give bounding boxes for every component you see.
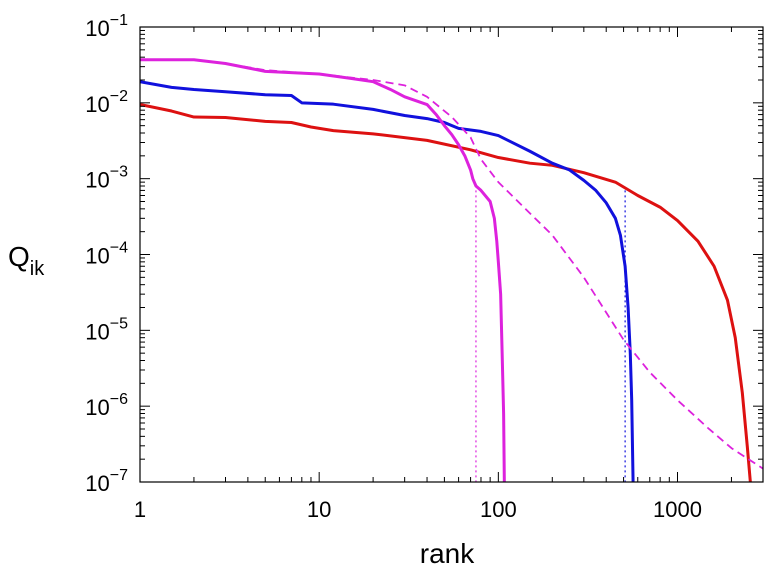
y-axis-label-main: Q (8, 241, 30, 272)
y-tick-label: 10−6 (85, 391, 128, 420)
y-tick-label: 10−1 (85, 12, 128, 41)
y-tick-label-base: 10 (85, 319, 109, 344)
y-tick-label-base: 10 (85, 168, 109, 193)
y-axis-label-subscript: ik (30, 258, 45, 280)
y-tick-label: 10−7 (85, 467, 128, 496)
y-tick-label-base: 10 (85, 471, 109, 496)
x-tick-label: 1000 (653, 497, 702, 522)
y-tick-label-exponent: −2 (110, 88, 128, 105)
y-tick-label-exponent: −1 (110, 12, 128, 29)
y-tick-label-exponent: −4 (110, 240, 128, 257)
y-tick-label-exponent: −5 (110, 315, 128, 332)
y-axis: 10−710−610−510−410−310−210−1 (85, 12, 763, 496)
series-line-2 (140, 58, 506, 482)
y-tick-label-base: 10 (85, 92, 109, 117)
y-tick-label: 10−4 (85, 240, 128, 269)
y-tick-label: 10−5 (85, 315, 128, 344)
plot-frame (139, 26, 764, 483)
y-axis-label: Qik (8, 241, 45, 280)
series-line-1 (140, 80, 635, 482)
y-tick-label-base: 10 (85, 395, 109, 420)
y-tick-label-base: 10 (85, 16, 109, 41)
x-axis-label: rank (420, 538, 475, 569)
y-tick-label: 10−2 (85, 88, 128, 117)
y-tick-label-base: 10 (85, 244, 109, 269)
plot-area (140, 58, 763, 482)
y-tick-label: 10−3 (85, 164, 128, 193)
y-tick-label-exponent: −7 (110, 467, 128, 484)
y-tick-label-exponent: −3 (110, 164, 128, 181)
series-line-3 (140, 58, 763, 470)
x-tick-label: 1 (134, 497, 146, 522)
x-tick-label: 10 (307, 497, 331, 522)
y-tick-label-exponent: −6 (110, 391, 128, 408)
x-tick-label: 100 (480, 497, 517, 522)
series-line-0 (140, 103, 752, 482)
x-axis: 1 10 100 1000 (134, 27, 764, 522)
